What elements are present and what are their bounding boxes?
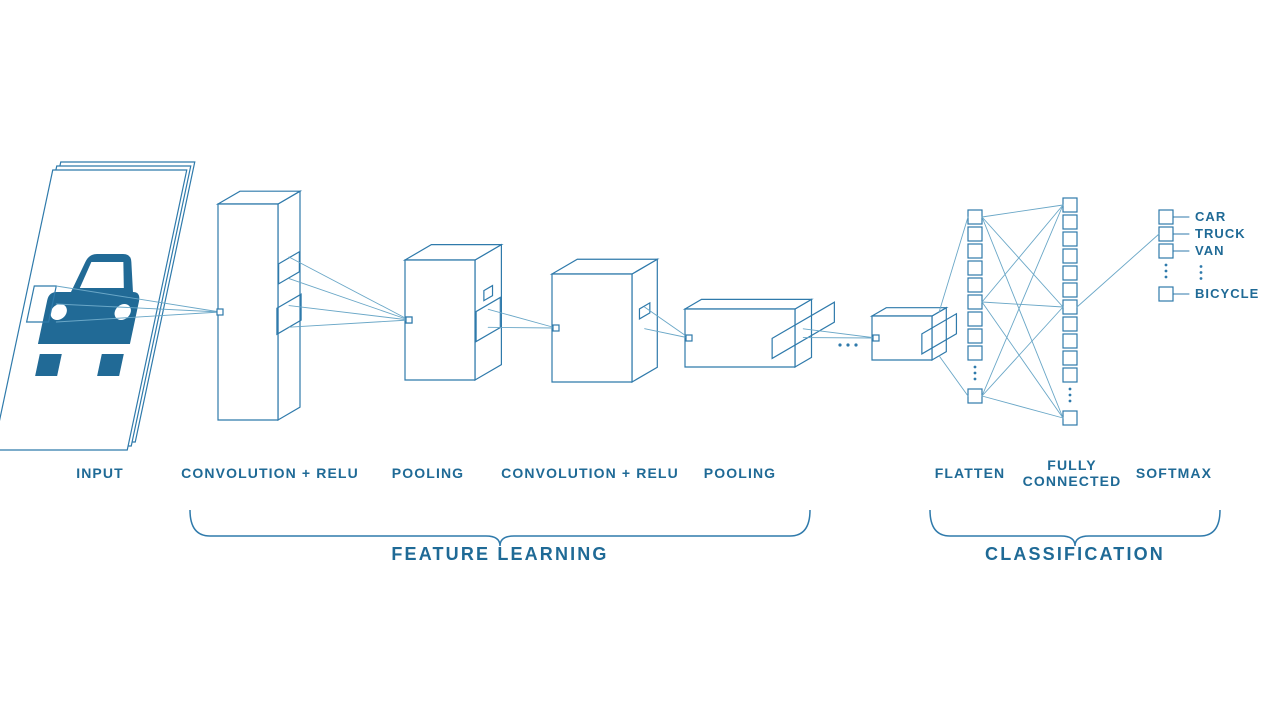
section-label: CLASSIFICATION: [985, 544, 1165, 564]
layer-label: FULLY: [1047, 457, 1096, 473]
layer-block-conv1: [218, 191, 300, 420]
output-label: CAR: [1195, 209, 1226, 224]
layer-label: SOFTMAX: [1136, 465, 1212, 481]
layer-block-pool2: [685, 299, 812, 367]
layer-label: CONVOLUTION + RELU: [181, 465, 359, 481]
fc-layer-softmax: [1159, 210, 1173, 301]
layer-label: CONVOLUTION + RELU: [501, 465, 679, 481]
output-label: TRUCK: [1195, 226, 1246, 241]
layer-label: POOLING: [704, 465, 776, 481]
layer-label: POOLING: [392, 465, 464, 481]
cnn-architecture-diagram: CAR TRUCK VAN BICYCLE INPUT CONVOLUTION + REL…: [0, 0, 1280, 710]
section-label: FEATURE LEARNING: [391, 544, 608, 564]
section-brace: [930, 510, 1220, 546]
layer-label: CONNECTED: [1023, 473, 1122, 489]
layer-block-pool1: [405, 245, 501, 380]
fc-layer-fully_connected: [1063, 198, 1077, 425]
layer-block-final: [872, 308, 946, 360]
fc-layer-flatten: [968, 210, 982, 403]
output-label: BICYCLE: [1195, 286, 1259, 301]
layer-label: FLATTEN: [935, 465, 1006, 481]
layer-block-conv2: [552, 259, 657, 382]
section-brace: [190, 510, 810, 546]
output-label: VAN: [1195, 243, 1225, 258]
layer-label: INPUT: [76, 465, 124, 481]
